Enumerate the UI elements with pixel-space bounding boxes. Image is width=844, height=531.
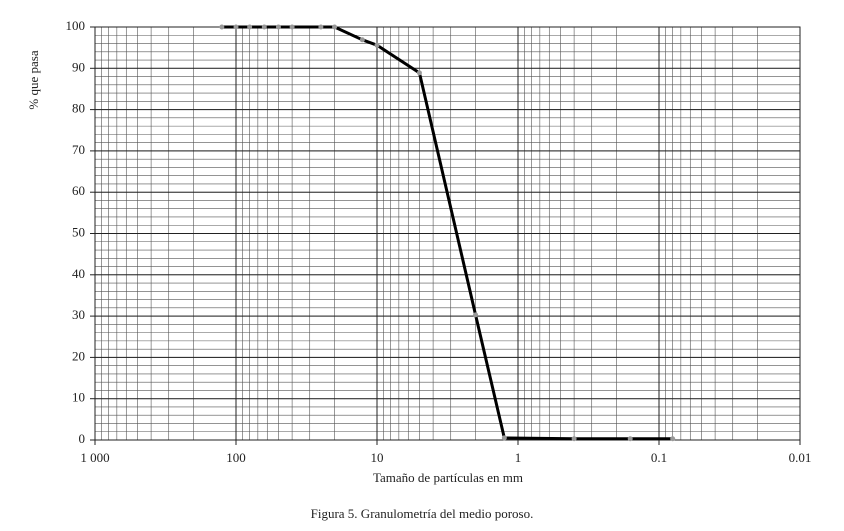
data-point: [261, 24, 267, 30]
data-point: [247, 24, 253, 30]
data-point: [219, 24, 225, 30]
y-axis-label: % que pasa: [26, 50, 41, 109]
y-tick-label: 50: [72, 224, 85, 239]
data-line: [221, 25, 673, 441]
data-point: [374, 42, 380, 48]
data-point: [275, 24, 281, 30]
data-point: [318, 24, 324, 30]
data-point: [416, 70, 422, 76]
caption: Figura 5. Granulometría del medio poroso…: [311, 506, 534, 521]
data-point: [233, 24, 239, 30]
y-tick-label: 20: [72, 348, 85, 363]
y-tick-label: 0: [79, 431, 86, 446]
y-tick-label: 60: [72, 183, 85, 198]
x-axis-label: Tamaño de partículas en mm: [373, 470, 523, 485]
data-point: [359, 37, 365, 43]
x-tick-label: 100: [226, 450, 246, 465]
y-tick-label: 100: [66, 18, 86, 33]
x-tick-label: 0.01: [789, 450, 812, 465]
y-tick-label: 40: [72, 266, 85, 281]
data-point: [627, 436, 633, 442]
grid: [94, 26, 801, 441]
data-point: [670, 436, 676, 442]
x-tick-label: 1: [515, 450, 522, 465]
data-point: [501, 435, 507, 441]
plot-frame: [94, 26, 801, 441]
y-tick-label: 80: [72, 101, 85, 116]
x-tick-label: 0.1: [651, 450, 667, 465]
y-tick-label: 90: [72, 59, 85, 74]
data-point: [571, 436, 577, 442]
data-point: [332, 24, 338, 30]
x-tick-label: 1 000: [80, 450, 109, 465]
y-tick-label: 10: [72, 390, 85, 405]
y-tick-label: 30: [72, 307, 85, 322]
data-point: [473, 312, 479, 318]
data-point: [289, 24, 295, 30]
y-tick-label: 70: [72, 142, 85, 157]
x-tick-label: 10: [371, 450, 384, 465]
